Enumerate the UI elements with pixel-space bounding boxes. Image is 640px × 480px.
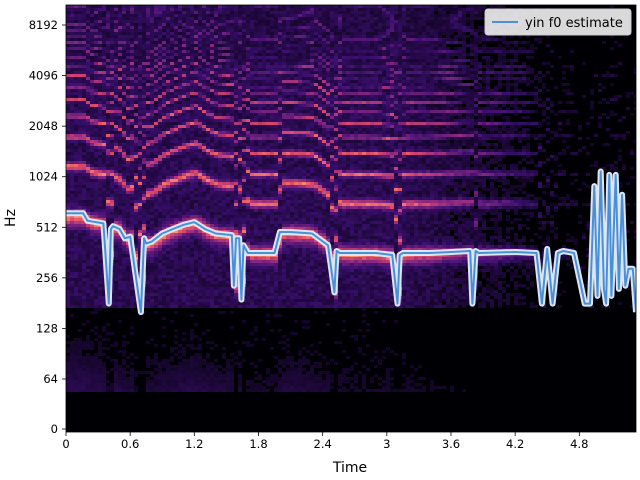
f0-line-layer — [66, 168, 636, 316]
y-tick-label: 64 — [43, 372, 58, 386]
x-tick-label: 1.2 — [185, 437, 203, 451]
y-tick-label: 128 — [36, 321, 58, 335]
y-tick-label: 8192 — [29, 18, 58, 32]
x-axis: 0 0.6 1.2 1.8 2.4 3 3.6 4.2 4.8 — [62, 432, 588, 451]
f0-line — [66, 170, 636, 314]
x-tick-label: 3.6 — [442, 437, 460, 451]
legend: yin f0 estimate — [484, 8, 632, 36]
x-tick-label: 2.4 — [314, 437, 332, 451]
x-axis-label: Time — [332, 460, 367, 476]
legend-box — [484, 8, 632, 36]
plot-frame — [65, 4, 637, 433]
x-tick-label: 3 — [383, 437, 390, 451]
y-tick-label: 2048 — [29, 119, 58, 133]
y-tick-label: 4096 — [29, 69, 58, 83]
x-tick-label: 1.8 — [249, 437, 267, 451]
legend-label: yin f0 estimate — [525, 16, 623, 31]
x-tick-label: 0.6 — [121, 437, 139, 451]
y-tick-label: 1024 — [29, 170, 58, 184]
y-axis-label: Hz — [3, 209, 19, 227]
y-axis: 0 64 128 256 512 1024 2048 4096 8192 — [29, 18, 66, 436]
x-tick-label: 4.2 — [506, 437, 524, 451]
x-tick-label: 0 — [62, 437, 69, 451]
y-tick-label: 512 — [36, 220, 58, 234]
spectrogram-layer — [66, 5, 636, 392]
y-tick-label: 256 — [36, 271, 58, 285]
x-tick-label: 4.8 — [570, 437, 588, 451]
y-tick-label: 0 — [51, 422, 58, 436]
